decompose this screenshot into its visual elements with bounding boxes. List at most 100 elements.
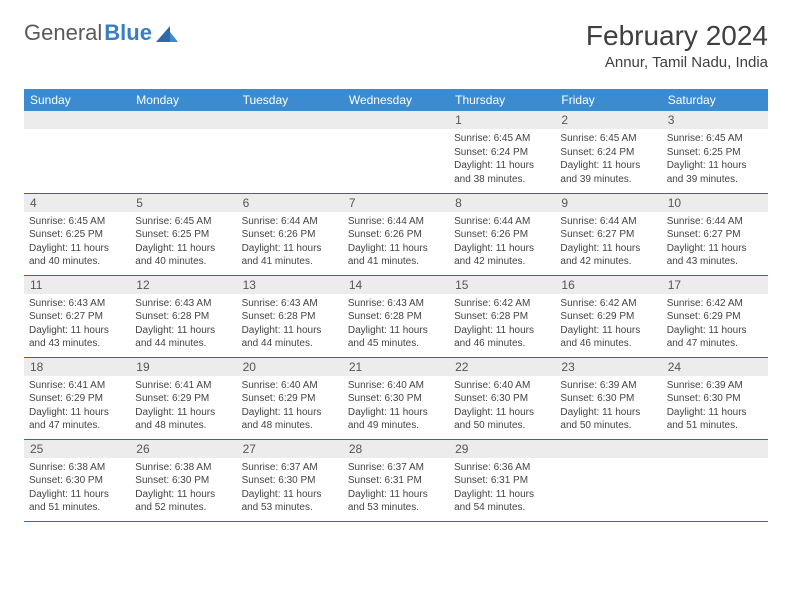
day-number: 1 (449, 111, 555, 129)
day-number: 6 (237, 194, 343, 212)
calendar-cell: 18Sunrise: 6:41 AMSunset: 6:29 PMDayligh… (24, 357, 130, 439)
calendar-cell: 15Sunrise: 6:42 AMSunset: 6:28 PMDayligh… (449, 275, 555, 357)
daylight-text: Daylight: 11 hours and 46 minutes. (560, 324, 656, 351)
calendar-cell: 17Sunrise: 6:42 AMSunset: 6:29 PMDayligh… (662, 275, 768, 357)
daynum-empty (662, 440, 768, 458)
day-details: Sunrise: 6:41 AMSunset: 6:29 PMDaylight:… (24, 376, 130, 438)
sunset-text: Sunset: 6:30 PM (667, 392, 763, 406)
calendar-cell: 1Sunrise: 6:45 AMSunset: 6:24 PMDaylight… (449, 111, 555, 193)
daylight-text: Daylight: 11 hours and 47 minutes. (667, 324, 763, 351)
calendar-cell: 6Sunrise: 6:44 AMSunset: 6:26 PMDaylight… (237, 193, 343, 275)
sunrise-text: Sunrise: 6:45 AM (135, 215, 231, 229)
page-header: GeneralBlue February 2024 Annur, Tamil N… (24, 20, 768, 71)
sunrise-text: Sunrise: 6:45 AM (667, 132, 763, 146)
sunrise-text: Sunrise: 6:44 AM (242, 215, 338, 229)
day-details: Sunrise: 6:45 AMSunset: 6:24 PMDaylight:… (449, 129, 555, 191)
sunrise-text: Sunrise: 6:37 AM (242, 461, 338, 475)
calendar-cell: 26Sunrise: 6:38 AMSunset: 6:30 PMDayligh… (130, 439, 236, 521)
day-number: 14 (343, 276, 449, 294)
sunset-text: Sunset: 6:27 PM (29, 310, 125, 324)
day-number: 12 (130, 276, 236, 294)
calendar-cell (24, 111, 130, 193)
sunset-text: Sunset: 6:24 PM (560, 146, 656, 160)
month-title: February 2024 (586, 20, 768, 52)
daylight-text: Daylight: 11 hours and 39 minutes. (667, 159, 763, 186)
day-number: 25 (24, 440, 130, 458)
day-number: 27 (237, 440, 343, 458)
day-details: Sunrise: 6:42 AMSunset: 6:29 PMDaylight:… (555, 294, 661, 356)
day-number: 21 (343, 358, 449, 376)
day-header: Monday (130, 89, 236, 111)
calendar-cell: 14Sunrise: 6:43 AMSunset: 6:28 PMDayligh… (343, 275, 449, 357)
day-header: Wednesday (343, 89, 449, 111)
daylight-text: Daylight: 11 hours and 41 minutes. (242, 242, 338, 269)
calendar-row: 4Sunrise: 6:45 AMSunset: 6:25 PMDaylight… (24, 193, 768, 275)
day-number: 19 (130, 358, 236, 376)
sunset-text: Sunset: 6:29 PM (667, 310, 763, 324)
sunrise-text: Sunrise: 6:41 AM (29, 379, 125, 393)
sunrise-text: Sunrise: 6:43 AM (348, 297, 444, 311)
day-details: Sunrise: 6:45 AMSunset: 6:25 PMDaylight:… (24, 212, 130, 274)
daylight-text: Daylight: 11 hours and 54 minutes. (454, 488, 550, 515)
sunrise-text: Sunrise: 6:43 AM (242, 297, 338, 311)
daylight-text: Daylight: 11 hours and 47 minutes. (29, 406, 125, 433)
sunrise-text: Sunrise: 6:40 AM (348, 379, 444, 393)
calendar-cell: 8Sunrise: 6:44 AMSunset: 6:26 PMDaylight… (449, 193, 555, 275)
day-number: 24 (662, 358, 768, 376)
day-details: Sunrise: 6:40 AMSunset: 6:29 PMDaylight:… (237, 376, 343, 438)
calendar-cell: 3Sunrise: 6:45 AMSunset: 6:25 PMDaylight… (662, 111, 768, 193)
daylight-text: Daylight: 11 hours and 40 minutes. (29, 242, 125, 269)
daylight-text: Daylight: 11 hours and 43 minutes. (29, 324, 125, 351)
logo-text-1: General (24, 20, 102, 46)
sunset-text: Sunset: 6:30 PM (560, 392, 656, 406)
location-label: Annur, Tamil Nadu, India (586, 54, 768, 71)
daylight-text: Daylight: 11 hours and 44 minutes. (242, 324, 338, 351)
calendar-cell: 25Sunrise: 6:38 AMSunset: 6:30 PMDayligh… (24, 439, 130, 521)
calendar-row: 18Sunrise: 6:41 AMSunset: 6:29 PMDayligh… (24, 357, 768, 439)
daylight-text: Daylight: 11 hours and 48 minutes. (242, 406, 338, 433)
day-details: Sunrise: 6:45 AMSunset: 6:25 PMDaylight:… (130, 212, 236, 274)
sunrise-text: Sunrise: 6:39 AM (560, 379, 656, 393)
sunrise-text: Sunrise: 6:36 AM (454, 461, 550, 475)
sunset-text: Sunset: 6:28 PM (454, 310, 550, 324)
day-details: Sunrise: 6:43 AMSunset: 6:28 PMDaylight:… (343, 294, 449, 356)
daylight-text: Daylight: 11 hours and 42 minutes. (454, 242, 550, 269)
sunrise-text: Sunrise: 6:43 AM (29, 297, 125, 311)
sunset-text: Sunset: 6:29 PM (560, 310, 656, 324)
day-details: Sunrise: 6:39 AMSunset: 6:30 PMDaylight:… (555, 376, 661, 438)
sunrise-text: Sunrise: 6:42 AM (454, 297, 550, 311)
calendar-cell: 7Sunrise: 6:44 AMSunset: 6:26 PMDaylight… (343, 193, 449, 275)
day-number: 16 (555, 276, 661, 294)
day-details: Sunrise: 6:43 AMSunset: 6:28 PMDaylight:… (130, 294, 236, 356)
calendar-cell: 29Sunrise: 6:36 AMSunset: 6:31 PMDayligh… (449, 439, 555, 521)
day-details: Sunrise: 6:42 AMSunset: 6:28 PMDaylight:… (449, 294, 555, 356)
daylight-text: Daylight: 11 hours and 50 minutes. (454, 406, 550, 433)
calendar-cell: 4Sunrise: 6:45 AMSunset: 6:25 PMDaylight… (24, 193, 130, 275)
day-number: 26 (130, 440, 236, 458)
day-number: 23 (555, 358, 661, 376)
title-block: February 2024 Annur, Tamil Nadu, India (586, 20, 768, 71)
calendar-cell: 23Sunrise: 6:39 AMSunset: 6:30 PMDayligh… (555, 357, 661, 439)
day-details: Sunrise: 6:45 AMSunset: 6:25 PMDaylight:… (662, 129, 768, 191)
day-details: Sunrise: 6:45 AMSunset: 6:24 PMDaylight:… (555, 129, 661, 191)
calendar-cell (555, 439, 661, 521)
sunset-text: Sunset: 6:27 PM (667, 228, 763, 242)
day-number: 3 (662, 111, 768, 129)
day-header: Thursday (449, 89, 555, 111)
day-header: Sunday (24, 89, 130, 111)
sunset-text: Sunset: 6:28 PM (242, 310, 338, 324)
day-number: 9 (555, 194, 661, 212)
daylight-text: Daylight: 11 hours and 49 minutes. (348, 406, 444, 433)
sunset-text: Sunset: 6:29 PM (242, 392, 338, 406)
logo: GeneralBlue (24, 20, 178, 46)
day-details: Sunrise: 6:44 AMSunset: 6:26 PMDaylight:… (449, 212, 555, 274)
daylight-text: Daylight: 11 hours and 51 minutes. (667, 406, 763, 433)
sunrise-text: Sunrise: 6:38 AM (135, 461, 231, 475)
daylight-text: Daylight: 11 hours and 38 minutes. (454, 159, 550, 186)
day-header: Tuesday (237, 89, 343, 111)
day-details: Sunrise: 6:44 AMSunset: 6:26 PMDaylight:… (343, 212, 449, 274)
sunrise-text: Sunrise: 6:44 AM (348, 215, 444, 229)
calendar-table: SundayMondayTuesdayWednesdayThursdayFrid… (24, 89, 768, 522)
sunset-text: Sunset: 6:30 PM (135, 474, 231, 488)
daylight-text: Daylight: 11 hours and 46 minutes. (454, 324, 550, 351)
